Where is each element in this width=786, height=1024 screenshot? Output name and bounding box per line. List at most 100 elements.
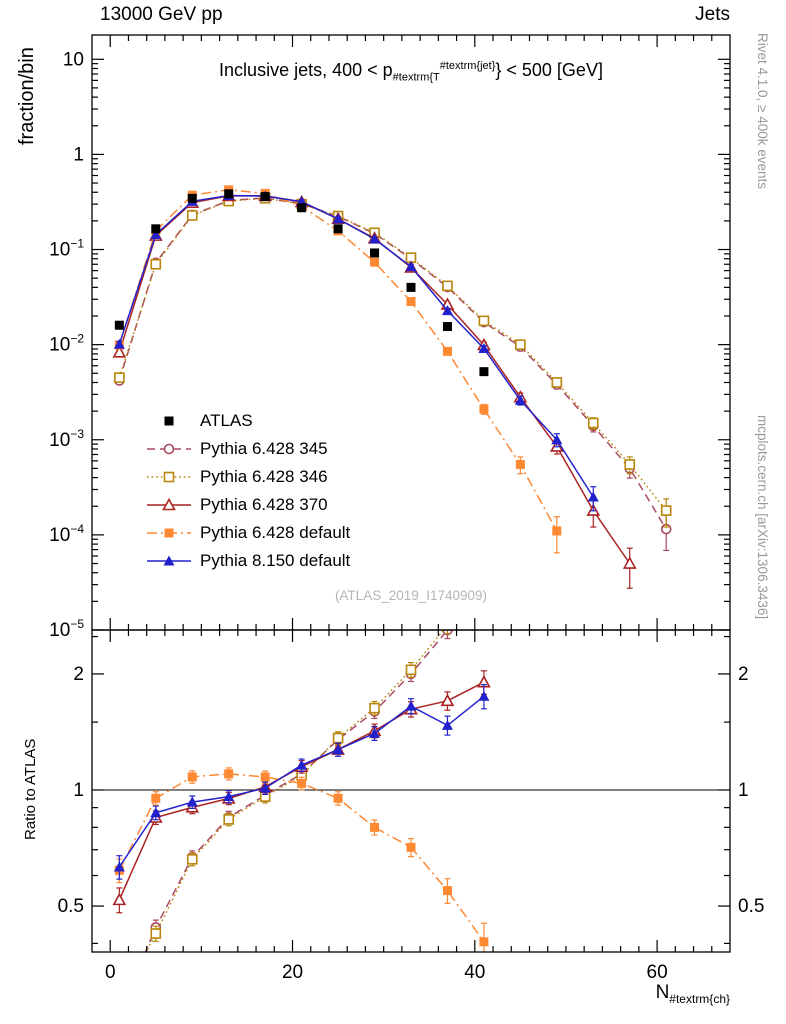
ratio-tick-label-right: 0.5	[738, 896, 764, 917]
marker	[296, 759, 308, 770]
marker	[587, 417, 599, 429]
axis-tick-labels: 0 20 40 60 10 1 10−1 10−2 10−3 10−4 10−5 2 2 1 1 0.5 0.5	[49, 49, 764, 983]
ratio-tick-label-left: 1	[73, 780, 84, 801]
ratio-tick-label-left: 0.5	[58, 896, 84, 917]
marker	[163, 471, 175, 483]
x-axis-label-subscript: #textrm{ch}	[669, 991, 730, 1006]
marker	[163, 555, 175, 566]
ratio-tick-label-right: 2	[738, 664, 749, 685]
marker	[332, 744, 344, 755]
marker	[297, 203, 307, 213]
marker	[405, 700, 417, 711]
legend-sample-pythia-6-428-default	[147, 528, 191, 538]
legend-label: ATLAS	[200, 411, 253, 430]
marker	[150, 928, 162, 939]
marker	[115, 1009, 124, 1018]
marker	[224, 189, 234, 199]
series-line	[118, 681, 485, 901]
series-pythia-6-428-default-ratio	[114, 767, 489, 952]
legend-label: Pythia 6.428 default	[200, 523, 351, 542]
y-tick-label: 1	[73, 144, 84, 165]
marker	[369, 727, 381, 738]
marker	[442, 322, 452, 332]
ratio-panel-series	[92, 630, 730, 1018]
marker	[223, 814, 235, 825]
marker	[260, 772, 270, 782]
marker	[479, 367, 489, 377]
marker	[587, 491, 599, 502]
marker	[112, 345, 127, 358]
y-axis-label-main: fraction/bin	[16, 47, 38, 145]
series-atlas	[114, 189, 489, 377]
marker	[186, 796, 198, 807]
marker	[297, 778, 307, 788]
marker	[479, 937, 489, 947]
legend-item-pythia-6-428-370: Pythia 6.428 370	[146, 491, 350, 519]
legend-sample-pythia-6-428-345	[147, 443, 191, 455]
ratio-panel-border	[91, 629, 731, 953]
marker	[441, 305, 453, 316]
marker	[332, 732, 344, 744]
legend-label: Pythia 6.428 370	[200, 495, 328, 514]
legend-label: Pythia 6.428 345	[200, 439, 328, 458]
marker	[405, 261, 417, 272]
marker	[479, 404, 489, 414]
series-line	[118, 773, 485, 943]
y-axis-label-ratio: Ratio to ATLAS	[22, 738, 39, 840]
marker	[406, 282, 416, 292]
marker	[660, 505, 672, 516]
plot-title-prefix: Inclusive jets, 400 < p	[219, 60, 393, 80]
series-line	[118, 197, 667, 530]
marker	[164, 528, 174, 538]
y-tick-label: 10−5	[49, 617, 84, 641]
marker	[370, 248, 380, 258]
marker	[370, 822, 380, 832]
ratio-tick-label-right: 1	[738, 780, 749, 801]
marker	[551, 377, 563, 388]
legend-item-pythia-6-428-345: Pythia 6.428 345	[146, 435, 350, 463]
legend-sample-pythia-6-428-346	[147, 471, 191, 483]
legend-item-pythia-6-428-default: Pythia 6.428 default	[146, 519, 350, 547]
analysis-group-label: Jets	[695, 4, 730, 25]
marker	[622, 556, 637, 569]
series-line	[144, 630, 449, 952]
legend-sample-pythia-8-150-default	[147, 555, 191, 566]
marker	[150, 807, 162, 818]
marker	[223, 791, 235, 802]
y-tick-label: 10	[63, 49, 84, 70]
marker	[478, 690, 490, 701]
series-line	[145, 630, 445, 952]
legend-item-pythia-8-150-default: Pythia 8.150 default	[146, 547, 350, 575]
main-panel-series	[112, 185, 672, 589]
x-tick-label: 0	[105, 962, 116, 983]
mcplots-reference-note: mcplots.cern.ch [arXiv:1306.3436]	[755, 415, 770, 620]
x-axis-label: N#textrm{ch}	[656, 982, 730, 1006]
y-tick-label: 10−1	[49, 237, 84, 261]
legend-item-pythia-6-428-346: Pythia 6.428 346	[146, 463, 350, 491]
marker	[115, 998, 124, 1007]
plot-title-suffix: } < 500 [GeV]	[495, 60, 603, 80]
marker	[624, 459, 636, 470]
marker	[442, 280, 453, 292]
beam-energy-label: 13000 GeV pp	[100, 4, 223, 25]
marker	[163, 443, 175, 455]
marker	[442, 346, 452, 356]
x-tick-label: 20	[282, 962, 303, 983]
series-pythia-6-428-370-ratio	[112, 670, 491, 914]
plot-title-subscript: #textrm{T	[392, 71, 440, 84]
legend-label: Pythia 8.150 default	[200, 551, 351, 570]
y-tick-label: 10−3	[49, 427, 84, 451]
marker	[150, 258, 162, 270]
series-pythia-8-150-default-ratio	[113, 684, 490, 880]
marker	[442, 630, 453, 631]
marker	[259, 782, 271, 793]
marker	[150, 228, 162, 239]
marker	[551, 434, 563, 445]
ratio-tick-label-left: 2	[73, 664, 84, 685]
marker	[442, 886, 452, 896]
legend: ATLAS Pythia 6.428 345 Pythia 6.428 346 Pyt…	[146, 407, 350, 575]
marker	[405, 664, 417, 676]
legend-label: Pythia 6.428 346	[200, 467, 328, 486]
